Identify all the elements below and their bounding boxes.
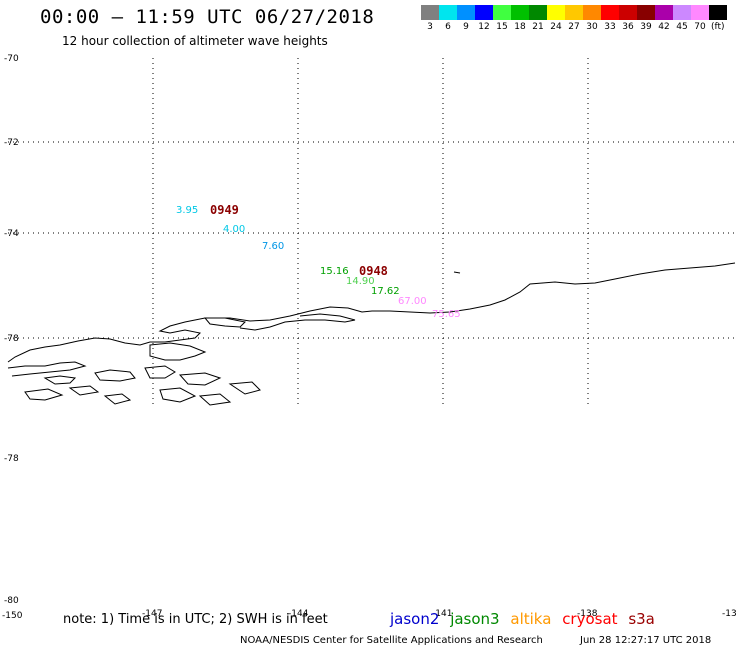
legend-swatch [601,5,619,20]
lon-labels: -150 -147 -144 -141 -138 -13 [2,609,737,621]
legend-label: 42 [658,22,670,32]
legend-swatch [511,5,529,20]
map-title: 00:00 – 11:59 UTC 06/27/2018 [40,6,375,28]
legend-swatch [439,5,457,20]
legend-swatch [673,5,691,20]
legend-swatch [547,5,565,20]
coastline-main [7,262,736,363]
lat-label: -78 [4,334,19,344]
legend-swatch [619,5,637,20]
wave-height-label: 15.16 [320,266,349,277]
legend-label: 18 [514,22,526,32]
legend-label: 12 [478,22,490,32]
satellite-jason3: jason3 [450,610,500,628]
island [43,375,77,385]
lon-label: -144 [288,609,309,619]
legend-label: 15 [496,22,508,32]
coastline-shelf [239,313,356,331]
island [228,381,261,395]
graticule [8,58,735,405]
lat-label: -70 [4,54,19,64]
legend-swatch [475,5,493,20]
island [144,365,176,379]
lat-label: -80 [4,596,19,606]
legend-label: 33 [604,22,616,32]
legend-swatch [529,5,547,20]
pass-time-label: 0948 [359,264,388,278]
lon-label: -13 [722,609,737,619]
island [159,387,197,403]
observations: 3.95 4.00 7.60 15.16 14.90 17.62 67.00 7… [176,205,461,320]
legend-swatch [637,5,655,20]
footer-note: note: 1) Time is in UTC; 2) SWH is in fe… [63,612,328,627]
lon-label: -150 [2,611,23,621]
legend-swatch [421,5,439,20]
satellite-jason2: jason2 [390,610,440,628]
lon-label: -141 [432,609,452,619]
legend-swatch [709,5,727,20]
legend-label: 45 [676,22,688,32]
legend-label: 36 [622,22,634,32]
legend-swatch [457,5,475,20]
legend-swatch [583,5,601,20]
satellite-s3a: s3a [628,610,655,628]
legend-label: 24 [550,22,562,32]
legend-swatch [691,5,709,20]
wave-height-label: 7.60 [262,241,284,252]
legend-label: 70 [694,22,706,32]
island [103,393,132,405]
wave-height-label: 4.00 [223,224,245,235]
satellite-legend: jason2 jason3 altika cryosat s3a [390,610,661,628]
satellite-altika: altika [510,610,552,628]
credit-line: NOAA/NESDIS Center for Satellite Applica… [240,635,543,646]
pass-times: 0949 0948 [210,203,388,278]
lat-label: -72 [4,138,19,148]
legend-label: 30 [586,22,598,32]
wave-height-label: 75.65 [432,309,461,320]
legend-swatch [565,5,583,20]
lat-label: -78 [4,454,19,464]
island [24,388,64,401]
color-legend [421,5,727,20]
satellite-cryosat: cryosat [562,610,618,628]
wave-height-label: 3.95 [176,205,198,216]
wave-height-label: 14.90 [346,276,375,287]
island [198,393,232,406]
legend-label: 27 [568,22,580,32]
generation-timestamp: Jun 28 12:27:17 UTC 2018 [580,635,712,646]
map-subtitle: 12 hour collection of altimeter wave hei… [62,34,328,48]
legend-unit: (ft) [711,22,725,32]
lat-labels: -70 -72 -74 -78 -78 -80 [4,54,19,606]
legend-label: 9 [463,22,469,32]
color-legend-labels: 3 6 9 12 15 18 21 24 27 30 33 36 39 42 45 70 (ft) [421,22,725,32]
legend-label: 3 [427,22,433,32]
coastline [7,262,736,406]
legend-label: 6 [445,22,451,32]
wave-height-label: 67.00 [398,296,427,307]
island [149,342,207,361]
pass-time-label: 0949 [210,203,239,217]
lon-label: -147 [142,609,162,619]
islet [453,271,461,274]
legend-label: 39 [640,22,652,32]
island [68,385,100,396]
wave-height-label: 17.62 [371,286,400,297]
legend-label: 21 [532,22,544,32]
island [203,317,247,328]
island [7,361,87,377]
legend-swatch [655,5,673,20]
lon-label: -138 [577,609,598,619]
lat-label: -74 [4,229,19,239]
island [178,372,222,386]
island [94,369,136,382]
legend-swatch [493,5,511,20]
